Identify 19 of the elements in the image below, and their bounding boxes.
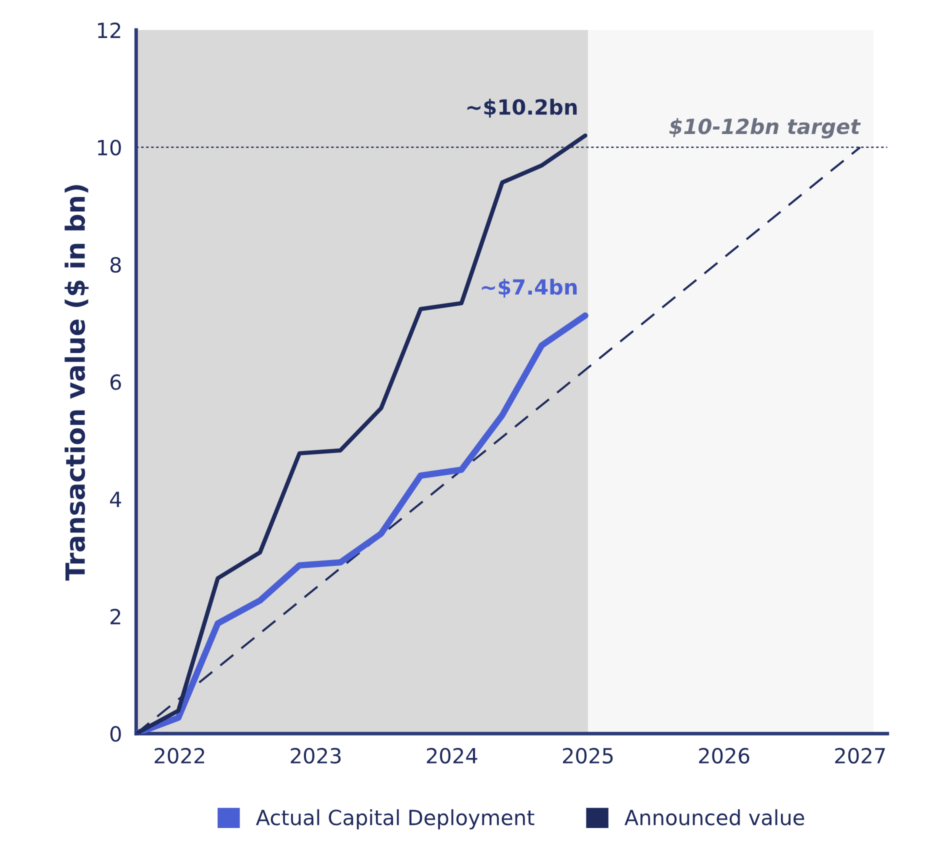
annotation: ~$10.2bn	[467, 98, 577, 118]
x-tick-label: 2024	[426, 748, 478, 764]
y-tick-label: 12	[98, 22, 120, 38]
ref-line-label: $10-12bn target	[669, 118, 861, 138]
y-tick-label: 4	[110, 492, 122, 507]
y-tick-label: 2	[110, 608, 120, 624]
y-tick-label: 10	[98, 140, 121, 156]
y-tick-label: 0	[110, 726, 121, 742]
legend-label: Announced value	[624, 809, 804, 826]
x-tick-label: 2022	[154, 748, 204, 764]
x-tick-label: 2026	[699, 748, 750, 764]
y-tick-label: 8	[110, 257, 121, 273]
x-tick-label: 2023	[290, 748, 341, 764]
y-axis-title: Transaction value ($ in bn)	[64, 185, 89, 581]
legend-label: Actual Capital Deployment	[256, 809, 534, 830]
y-tick-label: 6	[110, 374, 121, 390]
x-tick-label: 2027	[835, 748, 885, 764]
x-tick-label: 2025	[562, 748, 613, 764]
annotation: ~$7.4bn	[482, 278, 577, 298]
